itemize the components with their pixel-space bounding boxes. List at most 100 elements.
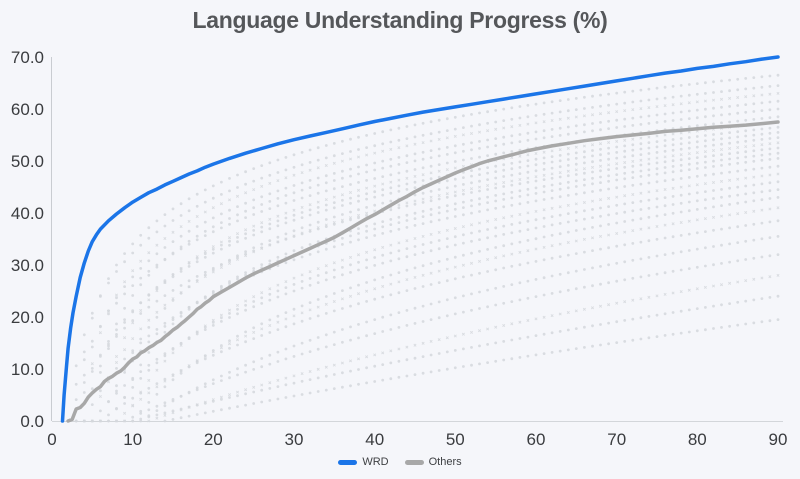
other-model-dot — [389, 259, 393, 263]
other-model-dot — [663, 196, 667, 200]
other-model-dot — [187, 391, 191, 395]
other-model-dot — [558, 175, 562, 179]
other-model-dot — [526, 176, 530, 180]
other-model-dot — [179, 214, 183, 217]
other-model-dot — [373, 287, 377, 291]
other-model-dot — [228, 259, 231, 263]
other-model-dot — [276, 189, 280, 193]
other-model-dot — [365, 300, 368, 303]
other-model-dot — [776, 219, 780, 223]
other-model-dot — [494, 303, 498, 307]
other-model-dot — [357, 368, 360, 371]
other-model-dot — [591, 106, 594, 109]
other-model-dot — [478, 111, 481, 115]
other-model-dot — [179, 371, 183, 375]
other-model-dot — [526, 103, 530, 107]
other-model-dot — [478, 238, 481, 242]
other-model-dot — [639, 275, 643, 279]
other-model-dot — [752, 86, 756, 90]
other-model-dot — [405, 345, 409, 349]
other-model-dot — [663, 312, 667, 316]
other-model-dot — [599, 224, 602, 228]
other-model-dot — [469, 261, 474, 265]
other-model-dot — [510, 223, 514, 226]
other-model-dot — [639, 240, 643, 244]
other-model-dot — [163, 354, 167, 358]
other-model-dot — [284, 317, 288, 321]
other-model-dot — [655, 151, 659, 154]
other-model-dot — [502, 224, 506, 228]
wrd-line[interactable] — [60, 55, 780, 423]
other-model-dot — [203, 401, 207, 405]
other-model-dot — [631, 124, 635, 127]
legend-item-wrd[interactable]: WRD — [338, 456, 389, 468]
other-model-dot — [720, 195, 723, 199]
others-line[interactable] — [66, 120, 780, 423]
other-model-dot — [776, 253, 780, 256]
other-model-dot — [623, 220, 627, 223]
other-model-dot — [252, 213, 256, 216]
other-model-dot — [220, 316, 223, 320]
other-model-dot — [349, 210, 352, 214]
other-model-dot — [631, 116, 635, 120]
other-model-dot — [260, 296, 264, 300]
other-model-dot — [462, 365, 465, 368]
other-model-dot — [470, 113, 473, 116]
other-model-dot — [155, 287, 159, 290]
other-model-dot — [591, 324, 594, 328]
other-model-dot — [760, 132, 764, 136]
other-model-dot — [712, 114, 715, 118]
other-model-dot — [599, 147, 602, 151]
other-model-dot — [679, 177, 683, 180]
other-model-dot — [760, 143, 764, 147]
other-model-dot — [704, 230, 707, 234]
other-model-dot — [695, 82, 699, 85]
other-model-dot — [574, 185, 578, 188]
other-model-dot — [244, 363, 248, 367]
other-model-dot — [736, 193, 740, 197]
other-model-dot — [260, 246, 264, 250]
other-model-dot — [155, 230, 159, 234]
other-model-dot — [252, 249, 256, 253]
other-model-dot — [574, 151, 578, 155]
other-model-dot — [736, 323, 740, 327]
other-model-dot — [381, 142, 385, 146]
other-model-dot — [244, 182, 248, 186]
other-model-dot — [671, 143, 675, 147]
other-model-dot — [518, 172, 522, 176]
other-model-dot — [720, 105, 723, 109]
other-model-dot — [123, 348, 127, 352]
other-model-dot — [236, 186, 239, 189]
other-model-dot — [284, 201, 288, 205]
other-model-dot — [235, 338, 240, 342]
legend-item-others[interactable]: Others — [404, 456, 462, 468]
other-model-dot — [332, 292, 336, 295]
other-model-dot — [284, 186, 288, 190]
other-model-dot — [502, 135, 506, 139]
other-model-dot — [486, 110, 489, 114]
other-model-dot — [244, 228, 248, 232]
other-model-dot — [324, 174, 328, 178]
other-model-dot — [534, 169, 538, 173]
other-model-dot — [607, 281, 610, 285]
other-model-dot — [381, 159, 385, 163]
other-model-dot — [776, 107, 780, 111]
other-model-dot — [695, 265, 699, 269]
other-model-dot — [542, 190, 546, 194]
other-model-dot — [736, 111, 740, 115]
other-model-dot — [365, 214, 368, 218]
other-model-dot — [445, 336, 449, 340]
other-model-dot — [131, 403, 135, 407]
other-model-dot — [591, 129, 594, 133]
other-model-dot — [752, 110, 756, 113]
other-model-dot — [615, 162, 619, 166]
other-model-dot — [462, 253, 465, 257]
other-model-dot — [558, 171, 562, 175]
other-model-dot — [679, 250, 683, 254]
other-model-dot — [316, 200, 320, 204]
other-model-dot — [292, 218, 296, 222]
other-model-dot — [486, 145, 489, 149]
other-model-dot — [308, 301, 312, 304]
other-model-dot — [114, 360, 119, 365]
other-model-dot — [671, 291, 675, 295]
